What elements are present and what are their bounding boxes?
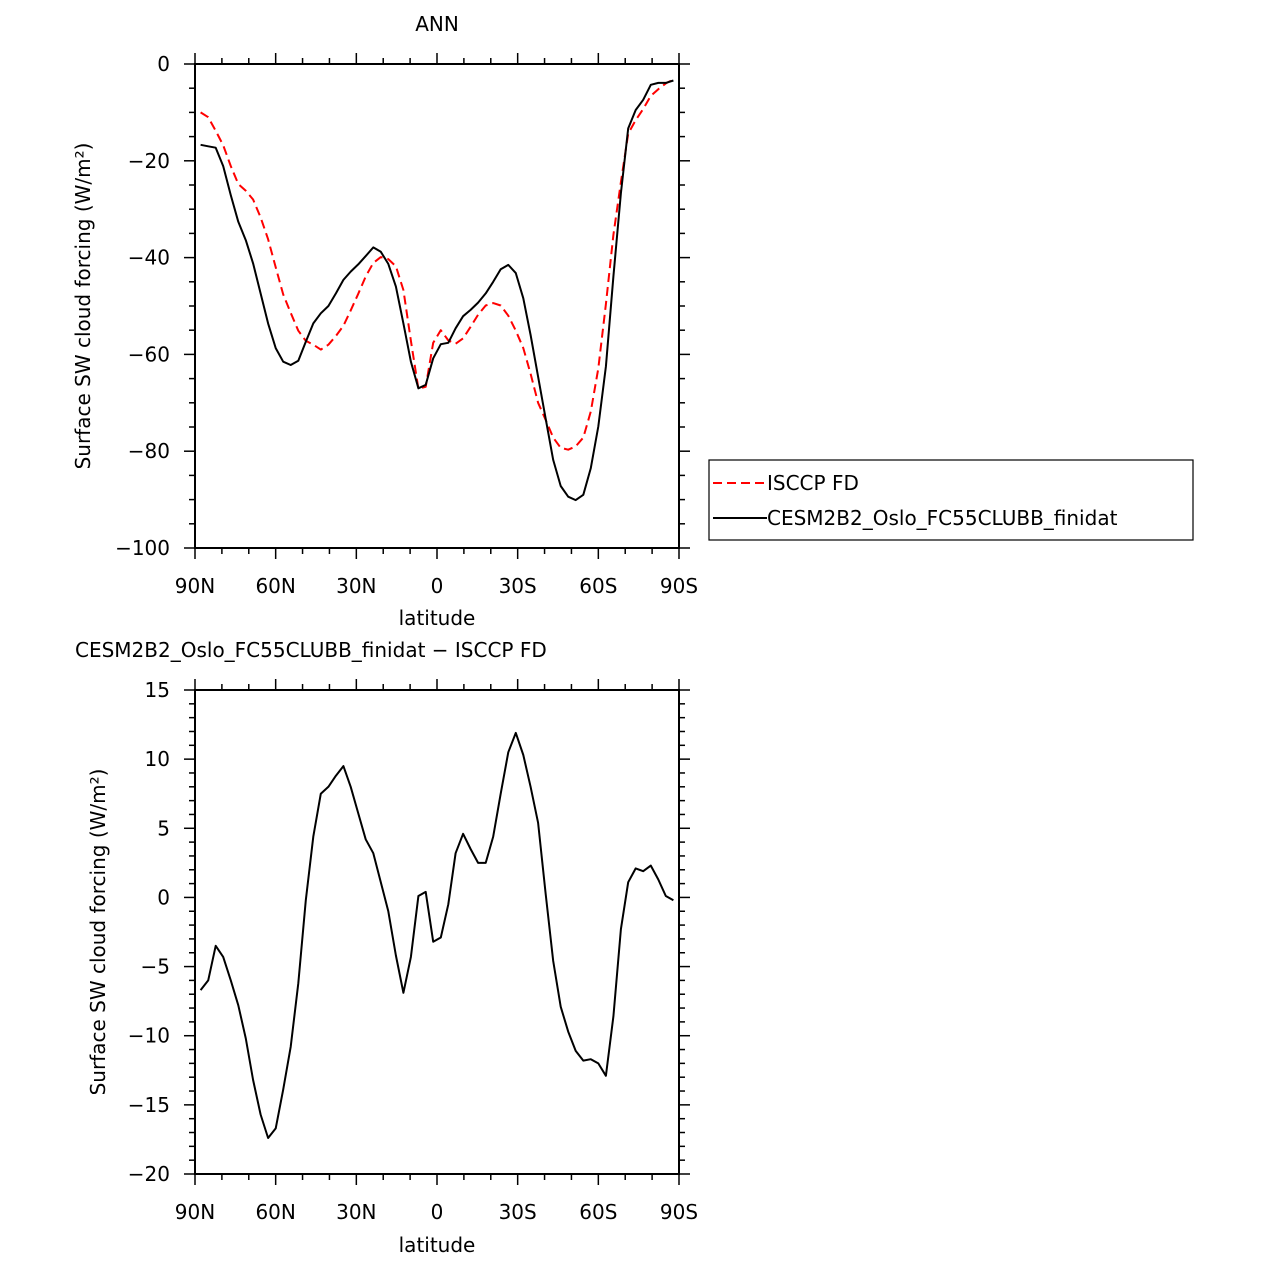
x-tick-label: 30N — [336, 574, 376, 598]
plot-annual-mean: ANN latitude Surface SW cloud forcing (W… — [71, 12, 1194, 630]
series-line-difference — [199, 731, 674, 1139]
legend: ISCCP FD CESM2B2_Oslo_FC55CLUBB_finidat — [708, 459, 1194, 541]
y-tick-label: −80 — [128, 439, 170, 463]
plot2-title: CESM2B2_Oslo_FC55CLUBB_finidat − ISCCP F… — [75, 638, 547, 662]
x-tick-label: 30S — [499, 574, 537, 598]
x-tick-label: 60S — [579, 574, 617, 598]
legend-label-model: CESM2B2_Oslo_FC55CLUBB_finidat — [767, 506, 1118, 530]
y-tick-label: 5 — [157, 816, 170, 840]
legend-box — [708, 459, 1194, 541]
plot2-ylabel: Surface SW cloud forcing (W/m²) — [86, 769, 110, 1096]
x-tick-label: 90N — [175, 1200, 215, 1224]
plot1-ylabel: Surface SW cloud forcing (W/m²) — [71, 143, 95, 470]
y-tick-label: 10 — [145, 747, 170, 771]
y-tick-label: 0 — [157, 885, 170, 909]
y-tick-label: −5 — [141, 955, 170, 979]
y-tick-label: −20 — [128, 1162, 170, 1186]
y-tick-label: −15 — [128, 1093, 170, 1117]
y-tick-label: −10 — [128, 1024, 170, 1048]
x-tick-label: 30N — [336, 1200, 376, 1224]
x-tick-label: 0 — [431, 1200, 444, 1224]
y-tick-label: −20 — [128, 149, 170, 173]
plot1-xlabel: latitude — [399, 606, 476, 630]
x-tick-label: 60S — [579, 1200, 617, 1224]
x-tick-label: 0 — [431, 574, 444, 598]
x-tick-label: 90S — [660, 574, 698, 598]
y-tick-label: −100 — [115, 536, 170, 560]
y-tick-label: 15 — [145, 678, 170, 702]
x-tick-label: 60N — [255, 574, 295, 598]
y-tick-label: 0 — [157, 52, 170, 76]
plot1-title: ANN — [415, 12, 459, 36]
x-tick-label: 60N — [255, 1200, 295, 1224]
y-tick-label: −40 — [128, 246, 170, 270]
series-line-model — [200, 79, 674, 502]
legend-label-isccp: ISCCP FD — [767, 471, 859, 495]
plot-difference: CESM2B2_Oslo_FC55CLUBB_finidat − ISCCP F… — [75, 638, 698, 1257]
y-tick-label: −60 — [128, 342, 170, 366]
plot2-xlabel: latitude — [399, 1233, 476, 1257]
x-tick-label: 90N — [175, 574, 215, 598]
x-tick-label: 90S — [660, 1200, 698, 1224]
series-line-isccp-fd — [200, 78, 674, 451]
x-tick-label: 30S — [499, 1200, 537, 1224]
